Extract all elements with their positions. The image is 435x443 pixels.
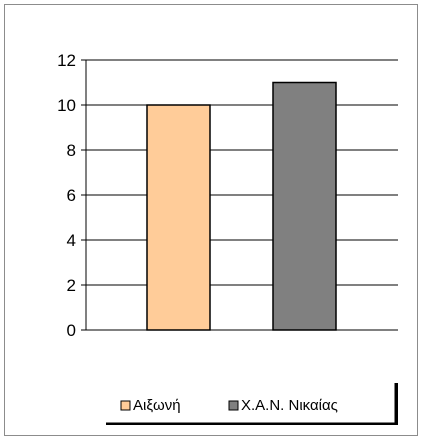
bar-1 bbox=[272, 81, 337, 331]
y-tick-label: 10 bbox=[57, 96, 76, 115]
bars bbox=[146, 81, 337, 331]
y-tick-label: 12 bbox=[57, 51, 76, 70]
y-tick-label: 2 bbox=[67, 276, 76, 295]
legend-label-nikaia: Χ.Α.Ν. Νικαίας bbox=[241, 397, 338, 414]
legend-swatch-aixoni bbox=[120, 400, 131, 411]
axes bbox=[81, 59, 398, 331]
y-tick-label: 0 bbox=[67, 321, 76, 340]
legend-swatch-nikaia bbox=[228, 400, 239, 411]
legend-label-aixoni: Αιξωνή bbox=[133, 397, 181, 414]
legend: Αιξωνή Χ.Α.Ν. Νικαίας bbox=[101, 379, 398, 425]
bar-0 bbox=[146, 104, 211, 331]
y-tick-label: 6 bbox=[67, 186, 76, 205]
y-tick-label: 8 bbox=[67, 141, 76, 160]
y-tick-labels: 0 2 4 6 8 10 12 bbox=[57, 51, 76, 340]
gridlines bbox=[86, 59, 398, 331]
chart-frame bbox=[4, 4, 418, 436]
y-tick-label: 4 bbox=[67, 231, 76, 250]
legend-box bbox=[101, 379, 395, 423]
